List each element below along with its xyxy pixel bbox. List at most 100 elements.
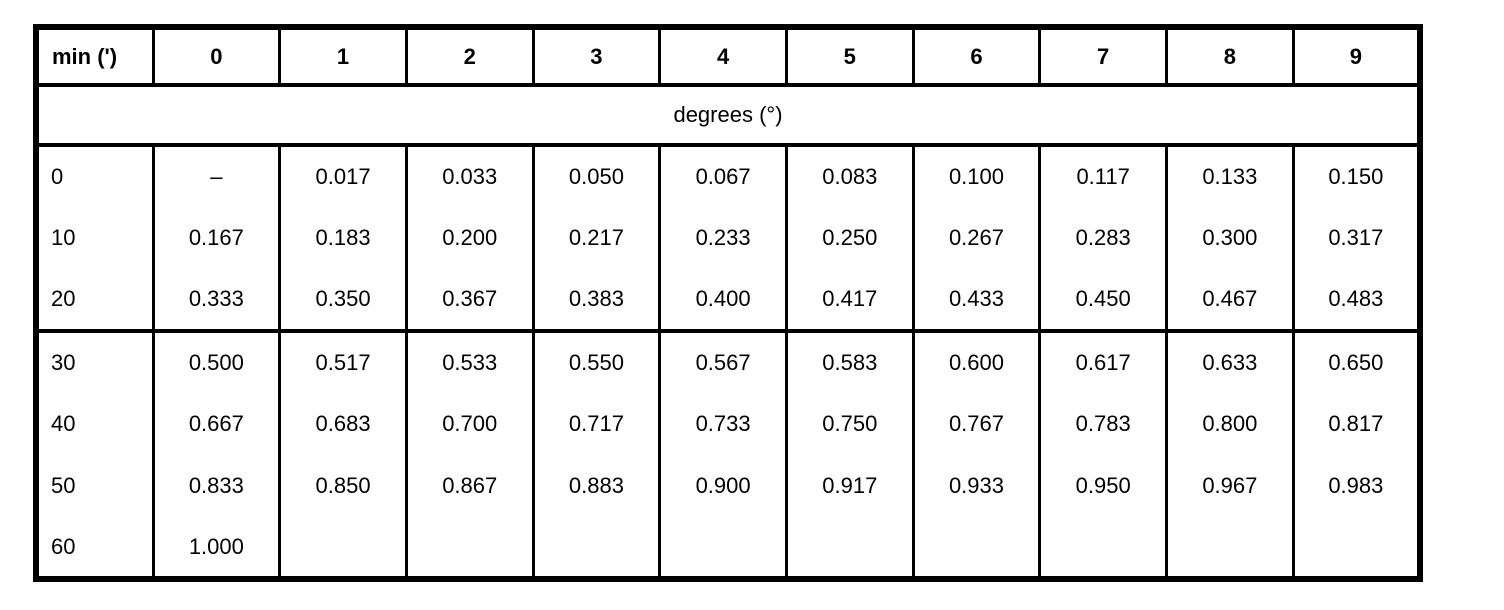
value-cell: 0.667 xyxy=(151,393,282,455)
value-cell: 0.067 xyxy=(658,145,788,207)
value-cell: 0.967 xyxy=(1165,455,1295,517)
table-row: 10 0.167 0.183 0.200 0.217 0.233 0.250 0.267 0.2… xyxy=(34,207,1422,269)
value-cell: 0.017 xyxy=(278,145,408,207)
value-cell: 0.683 xyxy=(278,393,408,455)
row-label-cell: 10 xyxy=(34,207,155,269)
row-label-cell: 30 xyxy=(34,329,155,393)
column-header-cell: 7 xyxy=(1038,25,1168,87)
value-cell: 0.200 xyxy=(404,207,535,269)
row-label-cell: 40 xyxy=(34,393,155,455)
value-cell: 0.567 xyxy=(658,329,788,393)
value-cell: 0.500 xyxy=(151,329,282,393)
table-row: 20 0.333 0.350 0.367 0.383 0.400 0.417 0.433 0.4… xyxy=(34,269,1422,331)
value-cell: 0.233 xyxy=(658,207,788,269)
value-cell: 0.817 xyxy=(1291,393,1422,455)
column-header-cell: 4 xyxy=(658,25,788,87)
value-cell: 0.050 xyxy=(531,145,662,207)
value-cell: 0.400 xyxy=(658,269,788,331)
minutes-to-degrees-conversion-table: min (') 0 1 2 3 4 5 6 7 8 9 degrees (°) … xyxy=(33,24,1423,582)
value-cell: 0.133 xyxy=(1165,145,1295,207)
value-cell: 0.083 xyxy=(784,145,915,207)
corner-header-cell: min (') xyxy=(34,25,155,87)
value-cell: 0.483 xyxy=(1291,269,1422,331)
value-cell: 0.600 xyxy=(911,329,1042,393)
value-cell: 0.850 xyxy=(278,455,408,517)
value-cell: 0.867 xyxy=(404,455,535,517)
value-cell: 0.033 xyxy=(404,145,535,207)
value-cell xyxy=(531,517,662,579)
value-cell: 1.000 xyxy=(151,517,282,579)
value-cell: 0.433 xyxy=(911,269,1042,331)
table-row: 50 0.833 0.850 0.867 0.883 0.900 0.917 0.933 0.9… xyxy=(34,455,1422,517)
value-cell: 0.633 xyxy=(1165,329,1295,393)
value-cell xyxy=(784,517,915,579)
span-header-cell: degrees (°) xyxy=(36,83,1420,147)
value-cell xyxy=(911,517,1042,579)
table-row: 40 0.667 0.683 0.700 0.717 0.733 0.750 0.767 0.7… xyxy=(34,393,1422,455)
value-cell xyxy=(1291,517,1422,579)
value-cell: 0.183 xyxy=(278,207,408,269)
value-cell: 0.283 xyxy=(1038,207,1168,269)
value-cell xyxy=(1165,517,1295,579)
value-cell: 0.517 xyxy=(278,329,408,393)
value-cell: 0.650 xyxy=(1291,329,1422,393)
value-cell: 0.883 xyxy=(531,455,662,517)
value-cell: 0.917 xyxy=(784,455,915,517)
value-cell: 0.367 xyxy=(404,269,535,331)
value-cell: 0.767 xyxy=(911,393,1042,455)
value-cell: 0.950 xyxy=(1038,455,1168,517)
value-cell: 0.450 xyxy=(1038,269,1168,331)
value-cell: 0.933 xyxy=(911,455,1042,517)
value-cell: – xyxy=(151,145,282,207)
value-cell: 0.983 xyxy=(1291,455,1422,517)
value-cell: 0.467 xyxy=(1165,269,1295,331)
value-cell: 0.833 xyxy=(151,455,282,517)
row-label-cell: 60 xyxy=(34,517,155,579)
value-cell: 0.533 xyxy=(404,329,535,393)
value-cell: 0.217 xyxy=(531,207,662,269)
value-cell: 0.417 xyxy=(784,269,915,331)
value-cell: 0.717 xyxy=(531,393,662,455)
column-header-cell: 0 xyxy=(151,25,282,87)
value-cell: 0.550 xyxy=(531,329,662,393)
table-body: 0–0.017 0.033 0.050 0.067 0.083 0.100 0.117 0.1… xyxy=(34,145,1422,579)
value-cell: 0.800 xyxy=(1165,393,1295,455)
column-header-cell: 2 xyxy=(404,25,535,87)
table-row: 30 0.500 0.517 0.533 0.550 0.567 0.583 0.600 0.6… xyxy=(34,329,1422,393)
value-cell: 0.700 xyxy=(404,393,535,455)
value-cell: 0.750 xyxy=(784,393,915,455)
value-cell: 0.317 xyxy=(1291,207,1422,269)
column-header-cell: 9 xyxy=(1291,25,1422,87)
value-cell: 0.733 xyxy=(658,393,788,455)
value-cell: 0.267 xyxy=(911,207,1042,269)
value-cell: 0.900 xyxy=(658,455,788,517)
value-cell: 0.333 xyxy=(151,269,282,331)
value-cell: 0.383 xyxy=(531,269,662,331)
value-cell xyxy=(1038,517,1168,579)
value-cell: 0.350 xyxy=(278,269,408,331)
value-cell: 0.150 xyxy=(1291,145,1422,207)
value-cell: 0.583 xyxy=(784,329,915,393)
span-header-row: degrees (°) xyxy=(36,83,1420,147)
value-cell xyxy=(278,517,408,579)
value-cell: 0.783 xyxy=(1038,393,1168,455)
row-label-cell: 20 xyxy=(34,269,155,331)
column-header-cell: 3 xyxy=(531,25,662,87)
value-cell: 0.167 xyxy=(151,207,282,269)
value-cell: 0.300 xyxy=(1165,207,1295,269)
value-cell: 0.250 xyxy=(784,207,915,269)
column-header-cell: 6 xyxy=(911,25,1042,87)
table-row: 0–0.017 0.033 0.050 0.067 0.083 0.100 0.117 0.1… xyxy=(34,145,1422,207)
table-row: 60 1.000 xyxy=(34,517,1422,579)
value-cell xyxy=(404,517,535,579)
column-header-cell: 8 xyxy=(1165,25,1295,87)
row-label-cell: 50 xyxy=(34,455,155,517)
value-cell: 0.100 xyxy=(911,145,1042,207)
row-label-cell: 0 xyxy=(34,145,155,207)
value-cell xyxy=(658,517,788,579)
column-header-cell: 5 xyxy=(784,25,915,87)
value-cell: 0.617 xyxy=(1038,329,1168,393)
value-cell: 0.117 xyxy=(1038,145,1168,207)
column-header-cell: 1 xyxy=(278,25,408,87)
table-header-row: min (') 0 1 2 3 4 5 6 7 8 9 xyxy=(34,25,1422,87)
